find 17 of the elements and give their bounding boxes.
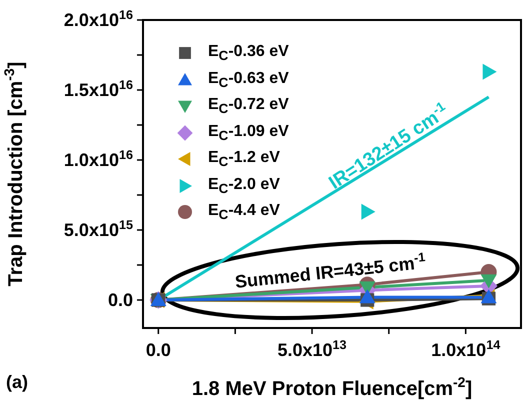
legend-label: E$_{C}$-0.36 eV (208, 43, 289, 64)
legend-label: E$_{C}$-1.2 eV (208, 149, 280, 170)
x-tick-label: 5.0x10$^{13}$ (277, 338, 347, 360)
legend-label: E$_{C}$-0.72 eV (208, 96, 289, 116)
legend-label: E$_{C}$-0.63 eV (208, 70, 289, 90)
y-tick-label: 5.0x10$^{15}$ (64, 218, 133, 240)
legend-label: E$_{C}$-2.0 eV (208, 176, 280, 196)
text: (a) (6, 372, 28, 392)
x-axis-title: 1.8 MeV Proton Fluence[cm$^{-2}$] (192, 374, 472, 400)
y-tick-label: 1.0x10$^{16}$ (64, 148, 133, 170)
legend-label: E$_{C}$-4.4 eV (208, 202, 280, 222)
x-tick-label: 0.0 (146, 340, 171, 360)
x-tick-label: 1.0x10$^{14}$ (431, 338, 500, 360)
y-tick-label: 0.0 (108, 290, 133, 310)
y-tick-label: 2.0x10$^{16}$ (64, 8, 133, 30)
y-tick-label: 1.5x10$^{16}$ (64, 78, 133, 100)
legend-label: E$_{C}$-1.09 eV (208, 122, 289, 143)
